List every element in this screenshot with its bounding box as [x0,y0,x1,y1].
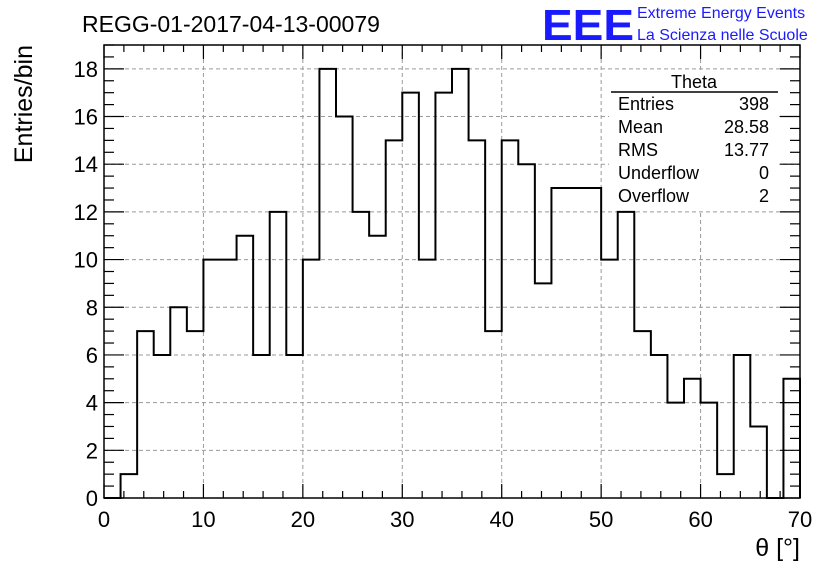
stats-title: Theta [671,72,718,92]
histogram-bin [369,236,386,498]
stats-row-value: 0 [759,163,769,183]
histogram-bin [220,260,237,498]
y-tick-label: 8 [86,295,98,320]
x-tick-label: 0 [98,507,110,532]
stats-row-label: Entries [618,94,674,114]
y-tick-label: 0 [86,486,98,511]
y-axis: 0 2 4 6 8 10 12 14 16 18 [74,44,800,511]
histogram-bin [154,355,171,498]
x-tick-label: 10 [191,507,215,532]
x-tick-label: 50 [589,507,613,532]
histogram-bin [684,379,701,498]
histogram-outline [104,67,801,499]
x-tick-label: 20 [291,507,315,532]
stats-row-value: 2 [759,186,769,206]
histogram-bin [286,355,303,498]
stats-row-value: 398 [739,94,769,114]
stats-box-background [609,72,779,210]
chart-title: REGG-01-2017-04-13-00079 [82,11,380,37]
y-tick-label: 10 [74,248,98,273]
x-axis: 0 10 20 30 40 50 60 70 [98,45,812,532]
histogram-bin [717,474,734,498]
x-tick-label: 60 [688,507,712,532]
histogram-bin [187,331,204,498]
y-axis-label: Entries/bin [10,45,38,163]
histogram-bin [419,260,436,498]
histogram-bin [469,140,486,498]
y-tick-label: 14 [74,152,98,177]
stats-row-label: Underflow [618,163,700,183]
histogram-bin [535,283,552,498]
histogram-bars [104,67,801,499]
histogram-bin [601,260,618,498]
histogram-bin [518,164,535,498]
y-tick-label: 16 [74,105,98,130]
stats-row-value: 28.58 [724,117,769,137]
histogram-bin [551,188,568,498]
x-axis-label: θ [°] [755,534,800,562]
histogram-bin [734,355,751,498]
histogram-bin [452,69,469,498]
stats-box: Theta Entries 398 Mean 28.58 RMS 13.77 Underfl… [609,72,779,210]
histogram-bin [386,140,403,498]
y-tick-label: 18 [74,57,98,82]
histogram-bin [502,140,519,498]
histogram-bin [253,355,270,498]
x-tick-label: 70 [788,507,812,532]
histogram-bin [137,331,154,498]
stats-row-label: RMS [618,140,658,160]
histogram-bin [319,69,336,498]
histogram-bin [237,236,254,498]
x-tick-label: 30 [390,507,414,532]
histogram-bin [203,260,220,498]
histogram-bin [435,93,452,498]
histogram-bin [568,188,585,498]
histogram-bin [651,355,668,498]
histogram-bin [303,260,320,498]
histogram-bin [121,474,138,498]
logo-mark: EEE [542,1,634,50]
stats-row-label: Mean [618,117,663,137]
y-tick-label: 4 [86,391,98,416]
stats-row-label: Overflow [618,186,690,206]
histogram-bin [750,426,767,498]
eee-logo: EEE Extreme Energy Events La Scienza nel… [542,1,808,50]
logo-line-1: Extreme Energy Events [637,5,805,22]
histogram-bin [485,331,502,498]
logo-line-2: La Scienza nelle Scuole [637,27,808,44]
x-tick-label: 40 [489,507,513,532]
y-tick-label: 2 [86,438,98,463]
histogram-bin [402,93,419,498]
histogram-bin [634,331,651,498]
y-tick-label: 12 [74,200,98,225]
stats-row-value: 13.77 [724,140,769,160]
histogram-bin [585,188,602,498]
y-tick-label: 6 [86,343,98,368]
